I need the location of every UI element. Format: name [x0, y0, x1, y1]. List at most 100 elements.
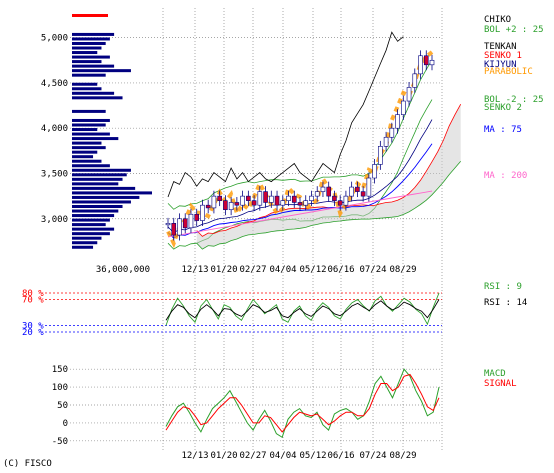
macd-date-label: 02/27	[239, 451, 266, 461]
candle-body	[291, 195, 297, 203]
chiko-line	[167, 31, 404, 198]
candle-body	[280, 200, 286, 206]
candle-body	[257, 191, 263, 206]
rsi-level-label: 20 %	[22, 328, 44, 338]
rsi-level-label: 80 %	[22, 289, 44, 299]
volume-bar	[72, 195, 140, 199]
candle-body	[188, 213, 194, 229]
volume-bar	[72, 146, 106, 150]
macd-tick-label: 150	[52, 365, 68, 375]
candle-body	[332, 195, 337, 201]
candle-body	[286, 195, 291, 201]
candle-body	[423, 55, 429, 66]
macd-panel: 150 100 50 0 -50 12/13 01/20 02/27 04/04 05/12 06/…	[52, 365, 442, 461]
price-date-label: 02/27	[239, 265, 266, 275]
candle-body	[314, 191, 320, 197]
volume-bar	[72, 205, 123, 208]
macd-legend-entry: SIGNAL	[484, 379, 517, 389]
volume-bar	[72, 69, 131, 73]
volume-bar	[72, 177, 123, 181]
candle-body	[240, 195, 245, 206]
price-legend-entry: PARABOLIC	[484, 67, 533, 77]
macd-tick-label: 50	[57, 401, 68, 411]
senko-2-line	[196, 160, 462, 250]
candle-body	[309, 195, 314, 201]
macd-date-label: 12/13	[181, 451, 208, 461]
volume-bar	[72, 87, 102, 91]
volume-bar	[72, 223, 106, 227]
price-date-label: 04/04	[269, 265, 296, 275]
candle-body	[418, 55, 423, 75]
volume-bar	[72, 91, 115, 95]
candle-body	[246, 195, 251, 201]
candle-body	[360, 191, 366, 197]
candle-body	[182, 218, 188, 229]
candle-body	[366, 177, 372, 197]
volume-bar	[72, 186, 136, 190]
candle-body	[171, 223, 177, 236]
rsi-level-label: 70 %	[22, 296, 44, 306]
volume-bar	[72, 159, 102, 163]
copyright-credit: (C) FISCO	[3, 459, 52, 469]
rsi-legend-entry: RSI : 9	[484, 282, 522, 292]
macd-series-line	[165, 373, 440, 433]
candle-body	[326, 186, 331, 197]
price-date-label: 01/20	[210, 265, 237, 275]
price-date-label: 05/12	[299, 265, 326, 275]
volume-bar	[72, 46, 102, 50]
candle-body	[297, 202, 303, 206]
volume-bar	[72, 214, 115, 218]
candle-body	[389, 127, 395, 138]
macd-tick-label: 0	[63, 419, 68, 429]
candle-body	[263, 191, 268, 203]
volume-bar	[72, 137, 119, 141]
volume-bar	[72, 128, 98, 132]
price-tick-label: 5,000	[41, 34, 68, 44]
volume-bar	[72, 96, 123, 100]
macd-date-label: 05/12	[299, 451, 326, 461]
candle-body	[343, 195, 349, 206]
candle-body	[217, 195, 222, 201]
price-tick-label: 4,500	[41, 79, 68, 89]
candle-body	[406, 87, 412, 102]
macd-date-label: 01/20	[210, 451, 237, 461]
candle-body	[228, 202, 234, 211]
volume-bar	[72, 150, 98, 154]
volume-bar	[72, 245, 94, 249]
volume-profile	[72, 14, 152, 249]
price-legend-entry: CHIKO	[484, 15, 511, 25]
price-legend-entry: MA : 75	[484, 125, 522, 135]
axis-labels: 5,000 4,500 4,000 3,500 3,000 36,000,000 12/13…	[41, 34, 417, 275]
rsi-panel: 80 %70 % 30 %20 %	[22, 289, 442, 338]
macd-date-label: 06/16	[327, 451, 354, 461]
volume-bar	[72, 118, 110, 122]
price-legend-entry: KIJYUN	[484, 60, 517, 70]
volume-bar	[72, 209, 119, 213]
volume-bar	[72, 123, 106, 127]
price-series	[165, 31, 435, 241]
candle-body	[223, 200, 228, 211]
ichimoku-cloud	[196, 104, 461, 250]
candle-body	[303, 200, 309, 206]
rsi-level-label: 30 %	[22, 322, 44, 332]
volume-bar	[72, 51, 98, 55]
price-tick-label: 4,000	[41, 124, 68, 134]
rsi-series-line	[165, 299, 440, 321]
candle-body	[177, 218, 182, 236]
macd-tick-label: 100	[52, 383, 68, 393]
macd-legend-entry: MACD	[484, 369, 506, 379]
candle-body	[429, 59, 435, 66]
price-date-label: 07/24	[359, 265, 386, 275]
volume-bar	[72, 173, 127, 177]
candle-body	[372, 164, 377, 179]
candle-body	[349, 186, 354, 197]
volume-bar	[72, 241, 98, 245]
candle-body	[205, 204, 211, 209]
bollinger-upper-line	[167, 59, 433, 210]
current-price-marker	[72, 14, 108, 17]
rsi-legend-entry: RSI : 14	[484, 298, 527, 308]
macd-series-line	[165, 368, 440, 439]
macd-date-label: 04/04	[269, 451, 296, 461]
candle-body	[274, 195, 280, 206]
